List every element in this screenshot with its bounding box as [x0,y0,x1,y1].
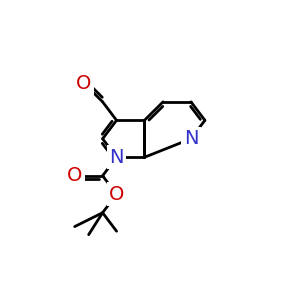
Text: N: N [109,148,124,167]
Text: O: O [76,74,92,93]
Text: N: N [184,129,198,148]
Text: O: O [109,185,124,204]
Text: O: O [67,166,83,185]
